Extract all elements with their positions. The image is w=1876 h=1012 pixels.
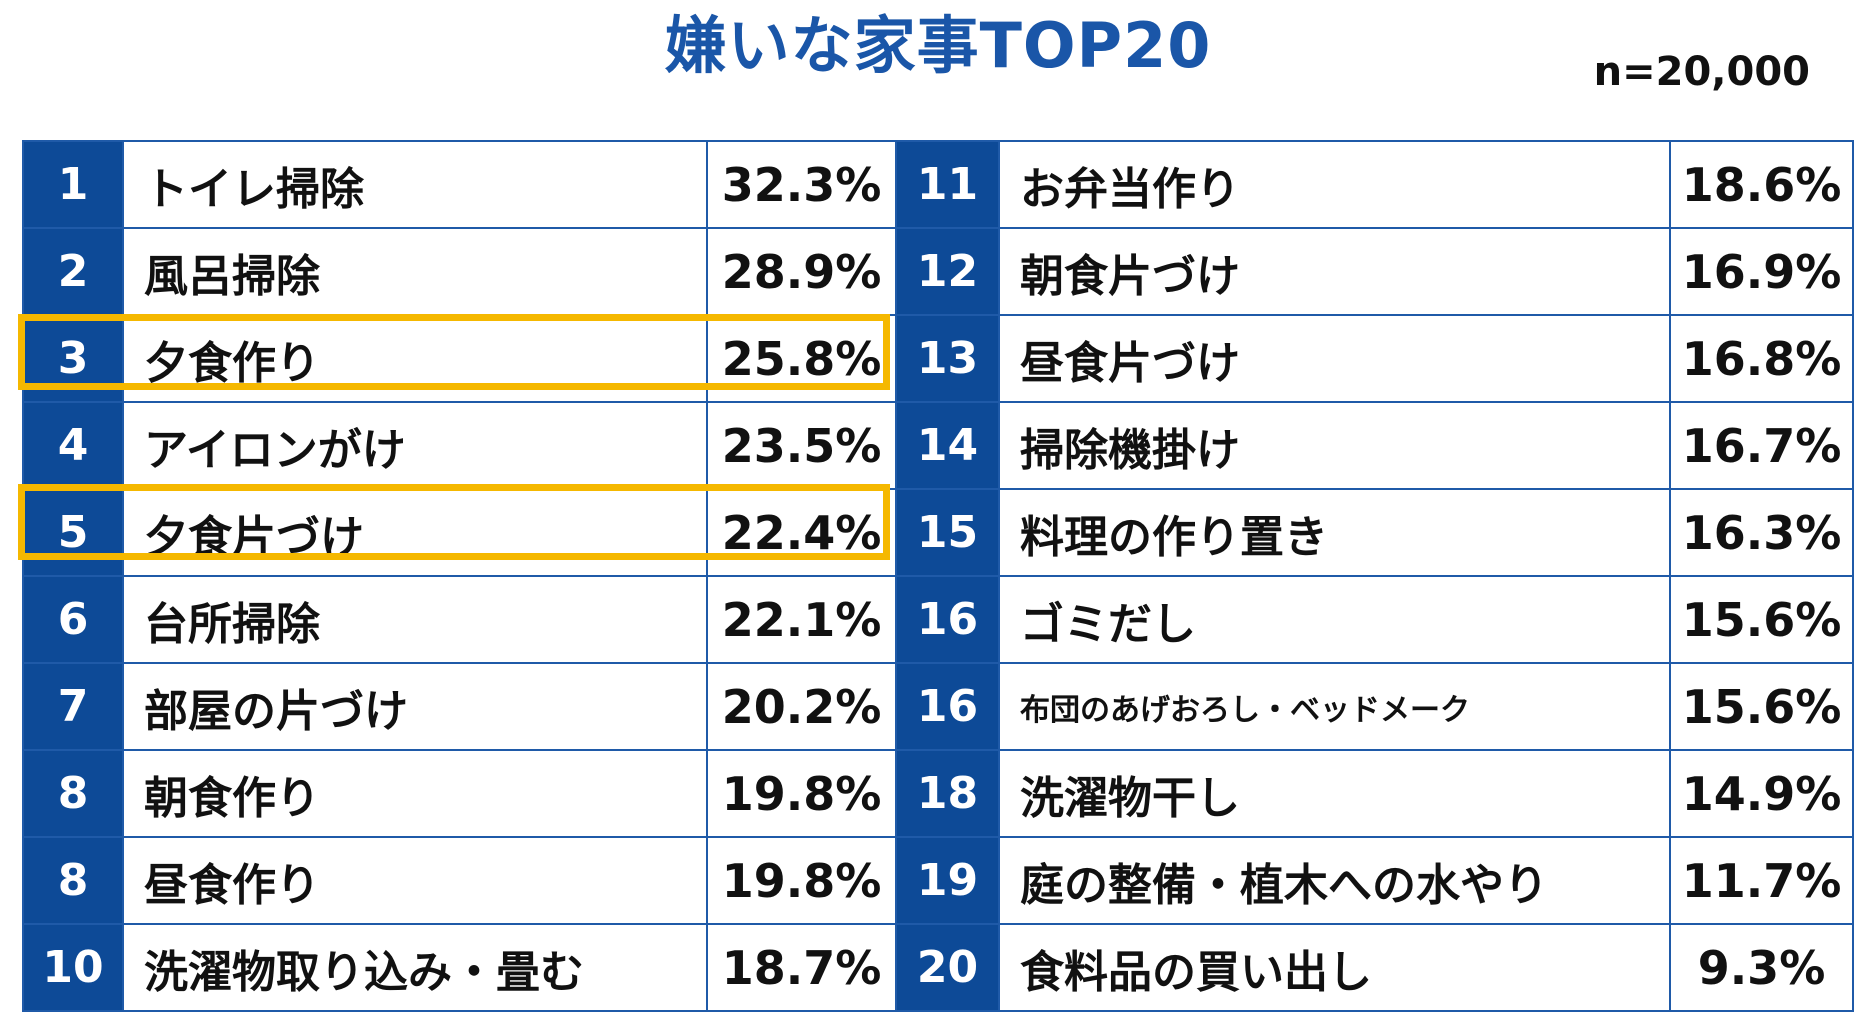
table-row: 2 風呂掃除 28.9% 12 朝食片づけ 16.9% [22,227,1854,316]
chore-label-cell: 洗濯物取り込み・畳む [122,923,708,1012]
table-row: 8 朝食作り 19.8% 18 洗濯物干し 14.9% [22,749,1854,838]
rank-cell: 16 [895,575,1000,664]
rank-cell: 7 [22,662,124,751]
percentage-cell: 16.3% [1669,488,1854,577]
chore-label-cell: 夕食作り [122,314,708,403]
chore-label-cell: 食料品の買い出し [998,923,1671,1012]
percentage-cell: 22.4% [706,488,897,577]
chore-label-cell: 台所掃除 [122,575,708,664]
chore-label-cell: トイレ掃除 [122,140,708,229]
rank-cell: 4 [22,401,124,490]
rank-cell: 13 [895,314,1000,403]
table-row: 10 洗濯物取り込み・畳む 18.7% 20 食料品の買い出し 9.3% [22,923,1854,1012]
chore-label-cell: 洗濯物干し [998,749,1671,838]
chart-title: 嫌いな家事TOP20 [664,9,1212,82]
rank-cell: 18 [895,749,1000,838]
chore-label-cell: 掃除機掛け [998,401,1671,490]
chore-label-cell: 夕食片づけ [122,488,708,577]
chore-label-cell: 庭の整備・植木への水やり [998,836,1671,925]
percentage-cell: 15.6% [1669,575,1854,664]
chore-label-cell: 風呂掃除 [122,227,708,316]
chore-label-cell: 部屋の片づけ [122,662,708,751]
percentage-cell: 14.9% [1669,749,1854,838]
rank-cell: 15 [895,488,1000,577]
percentage-cell: 16.7% [1669,401,1854,490]
percentage-cell: 9.3% [1669,923,1854,1012]
percentage-cell: 28.9% [706,227,897,316]
rank-cell: 6 [22,575,124,664]
percentage-cell: 16.9% [1669,227,1854,316]
chore-label-cell: 昼食作り [122,836,708,925]
rank-cell: 3 [22,314,124,403]
chore-label-cell: 昼食片づけ [998,314,1671,403]
chore-label-cell: 布団のあげおろし・ベッドメーク [998,662,1671,751]
ranking-table: 1 トイレ掃除 32.3% 11 お弁当作り 18.6% 2 風呂掃除 28.9% 12 朝食片づけ… [22,140,1854,1012]
sample-size: n=20,000 [1593,49,1810,95]
percentage-cell: 15.6% [1669,662,1854,751]
percentage-cell: 16.8% [1669,314,1854,403]
percentage-cell: 19.8% [706,836,897,925]
table-row: 7 部屋の片づけ 20.2% 16 布団のあげおろし・ベッドメーク 15.6% [22,662,1854,751]
table-row: 3 夕食作り 25.8% 13 昼食片づけ 16.8% [22,314,1854,403]
percentage-cell: 18.7% [706,923,897,1012]
table-row: 1 トイレ掃除 32.3% 11 お弁当作り 18.6% [22,140,1854,229]
percentage-cell: 11.7% [1669,836,1854,925]
rank-cell: 5 [22,488,124,577]
chore-label-cell: ゴミだし [998,575,1671,664]
rank-cell: 14 [895,401,1000,490]
rank-cell: 10 [22,923,124,1012]
table-row: 5 夕食片づけ 22.4% 15 料理の作り置き 16.3% [22,488,1854,577]
rank-cell: 20 [895,923,1000,1012]
rank-cell: 16 [895,662,1000,751]
rank-cell: 8 [22,749,124,838]
percentage-cell: 25.8% [706,314,897,403]
chore-label-cell: 朝食片づけ [998,227,1671,316]
rank-cell: 1 [22,140,124,229]
rank-cell: 2 [22,227,124,316]
rank-cell: 8 [22,836,124,925]
percentage-cell: 19.8% [706,749,897,838]
chore-label-cell: お弁当作り [998,140,1671,229]
percentage-cell: 20.2% [706,662,897,751]
chore-label-cell: 朝食作り [122,749,708,838]
chore-label-cell: 料理の作り置き [998,488,1671,577]
percentage-cell: 32.3% [706,140,897,229]
table-row: 8 昼食作り 19.8% 19 庭の整備・植木への水やり 11.7% [22,836,1854,925]
table-row: 6 台所掃除 22.1% 16 ゴミだし 15.6% [22,575,1854,664]
rank-cell: 12 [895,227,1000,316]
rank-cell: 11 [895,140,1000,229]
chore-label-cell: アイロンがけ [122,401,708,490]
table-row: 4 アイロンがけ 23.5% 14 掃除機掛け 16.7% [22,401,1854,490]
percentage-cell: 22.1% [706,575,897,664]
rank-cell: 19 [895,836,1000,925]
percentage-cell: 23.5% [706,401,897,490]
percentage-cell: 18.6% [1669,140,1854,229]
